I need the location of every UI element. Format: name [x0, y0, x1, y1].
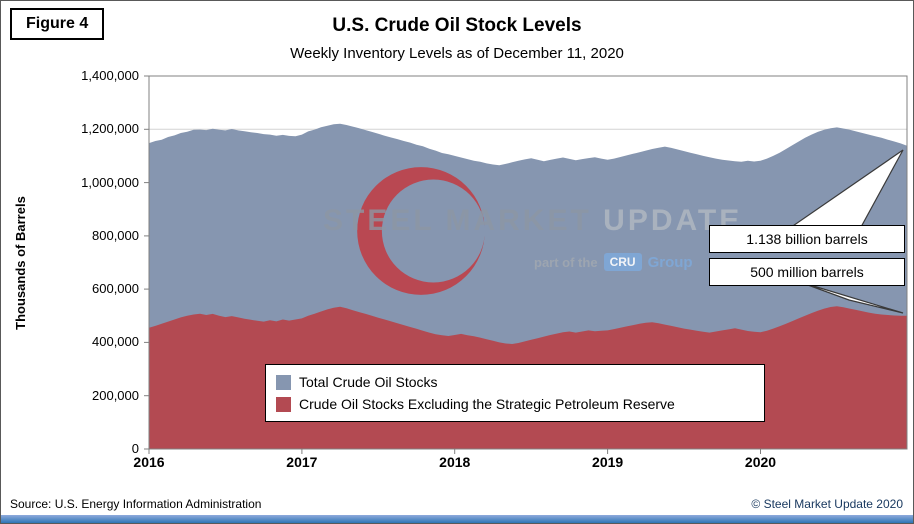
y-tick-label: 1,000,000 [81, 174, 139, 190]
legend-label: Total Crude Oil Stocks [299, 374, 438, 390]
y-tick-label: 1,200,000 [81, 121, 139, 137]
chart-title: U.S. Crude Oil Stock Levels [332, 15, 582, 36]
x-tick-label: 2020 [744, 454, 777, 470]
y-tick-label: 200,000 [92, 387, 139, 403]
y-tick-label: 0 [131, 441, 139, 456]
legend-item-excluding-spr: Crude Oil Stocks Excluding the Strategic… [276, 393, 754, 415]
y-tick-label: 1,400,000 [81, 68, 139, 83]
source-note: Source: U.S. Energy Information Administ… [10, 497, 262, 511]
legend-item-total: Total Crude Oil Stocks [276, 371, 754, 393]
legend-swatch [276, 396, 291, 412]
legend-label: Crude Oil Stocks Excluding the Strategic… [299, 396, 675, 412]
callout-excluding-spr: 500 million barrels [709, 258, 905, 286]
bottom-accent-bar [1, 515, 913, 523]
callout-arrow-exspr [796, 280, 904, 314]
x-tick-label: 2017 [286, 454, 318, 470]
y-tick-label: 800,000 [92, 227, 139, 243]
x-tick-label: 2018 [439, 454, 471, 470]
x-tick-label: 2016 [133, 454, 165, 470]
y-tick-label: 400,000 [92, 334, 139, 350]
chart-subtitle: Weekly Inventory Levels as of December 1… [290, 45, 624, 62]
callout-total-stocks: 1.138 billion barrels [709, 225, 905, 253]
y-tick-label: 600,000 [92, 281, 139, 297]
x-tick-label: 2019 [592, 454, 624, 470]
figure-label: Figure 4 [10, 8, 105, 40]
chart-legend: Total Crude Oil Stocks Crude Oil Stocks … [265, 364, 765, 422]
legend-swatch [276, 374, 291, 390]
copyright-note: © Steel Market Update 2020 [751, 497, 903, 511]
